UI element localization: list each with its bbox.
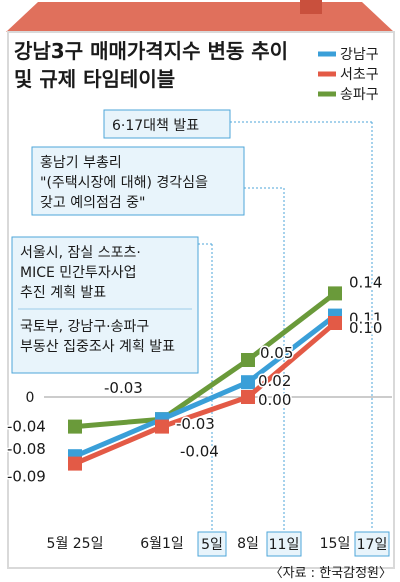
series-layer: -0.04 -0.03 0.05 0.14 -0.08 -0.03 0.02 0.11 -0.0…	[6, 272, 384, 487]
data-label-0-0: -0.08	[7, 440, 46, 458]
x-label-0: 5월 25일	[47, 536, 104, 552]
data-label-2-1: -0.03	[176, 415, 215, 433]
event-date-label-0: 5일	[201, 537, 223, 553]
chart-title: 강남3구 매매가격지수 변동 추이 및 규제 타임테이블	[14, 39, 295, 91]
data-label-2-3: 0.14	[349, 273, 382, 291]
data-label-1-2: 0.00	[258, 391, 291, 409]
roof-shape	[6, 2, 394, 32]
data-label-1-1: -0.04	[180, 443, 219, 461]
annotation-box-1	[31, 146, 245, 216]
data-label-0-1: -0.03	[104, 379, 143, 397]
series-point-2-2	[241, 353, 255, 367]
series-point-1-3	[328, 316, 342, 330]
legend-label-0: 강남구	[340, 47, 379, 63]
zero-label: 0	[26, 390, 35, 406]
roof-chimney	[300, 0, 322, 14]
series-line-1	[74, 321, 337, 466]
series-point-2-0	[68, 419, 82, 434]
data-label-2-0: -0.04	[7, 418, 46, 436]
x-label-2: 8일	[237, 536, 259, 552]
series-point-0-2	[241, 375, 255, 390]
annotation-box-0	[103, 109, 231, 139]
annotation-box-2	[11, 236, 199, 374]
event-guides	[211, 122, 373, 530]
data-label-1-0: -0.09	[7, 468, 46, 486]
x-axis-labels: 5월 25일 6월1일 8일 15일 5일 11일 17일	[47, 531, 390, 557]
series-point-1-2	[241, 390, 255, 404]
data-label-0-3: 0.11	[349, 310, 382, 328]
x-label-3: 15일	[320, 536, 351, 552]
series-point-2-3	[328, 286, 342, 301]
annotation-text-2: 서울시, 잠실 스포츠· MICE 민간투자사업 추진 계획 발표	[20, 245, 141, 301]
series-line-2	[74, 291, 337, 430]
chart-title-line-2: 및 규제 타임테이블	[14, 67, 175, 91]
chart-title-line-1: 강남3구 매매가격지수 변동 추이	[14, 39, 288, 63]
legend-label-2: 송파구	[340, 87, 379, 103]
event-date-box-1	[266, 531, 302, 557]
annotation-text-1: 홍남기 부총리 "(주택시장에 대해) 경각심을 갖고 예의점검 중"	[40, 155, 208, 211]
series-point-1-1	[155, 419, 169, 434]
annotation-text-0: 6·17대책 발표	[112, 118, 199, 134]
series-line-0	[74, 313, 337, 459]
legend-label-1: 서초구	[340, 67, 379, 83]
event-date-box-2	[354, 531, 390, 557]
event-date-box-0	[197, 531, 227, 557]
series-point-1-0	[68, 456, 82, 471]
annotation-text-2-b: 국토부, 강남구·송파구 부동산 집중조사 계획 발표	[20, 319, 175, 355]
data-label-2-2: 0.05	[260, 344, 293, 362]
x-label-1: 6월1일	[140, 536, 184, 552]
event-date-label-2: 17일	[357, 537, 388, 553]
event-date-label-1: 11일	[269, 537, 300, 553]
data-label-1-3: 0.10	[349, 319, 382, 337]
data-label-0-2: 0.02	[258, 372, 291, 390]
source-note: 〈자료 : 한국감정원〉	[270, 566, 392, 581]
